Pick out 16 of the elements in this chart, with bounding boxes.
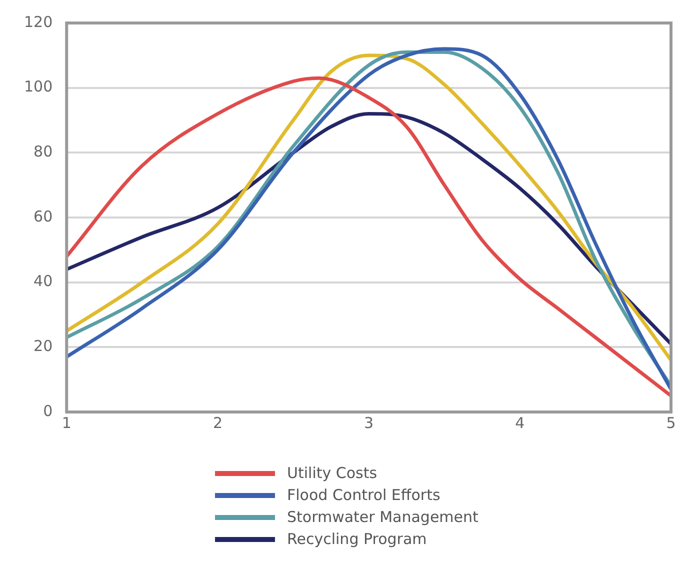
y-tick-label: 60 [34, 207, 53, 226]
y-tick-label: 0 [43, 402, 53, 420]
y-tick-label: 100 [24, 78, 53, 96]
legend-label: Flood Control Efforts [287, 486, 440, 504]
legend-label: Stormwater Management [287, 508, 478, 526]
x-tick-label: 5 [666, 414, 676, 432]
y-tick-label: 80 [34, 142, 53, 161]
y-tick-label: 20 [34, 337, 53, 356]
legend-label: Recycling Program [287, 530, 427, 548]
x-tick-label: 4 [515, 414, 525, 432]
x-tick-label: 1 [62, 414, 72, 432]
x-tick-label: 2 [212, 414, 222, 432]
x-tick-label: 3 [364, 414, 374, 432]
legend-label: Utility Costs [287, 464, 378, 482]
y-tick-label: 40 [34, 272, 53, 290]
y-tick-label: 120 [24, 12, 53, 31]
